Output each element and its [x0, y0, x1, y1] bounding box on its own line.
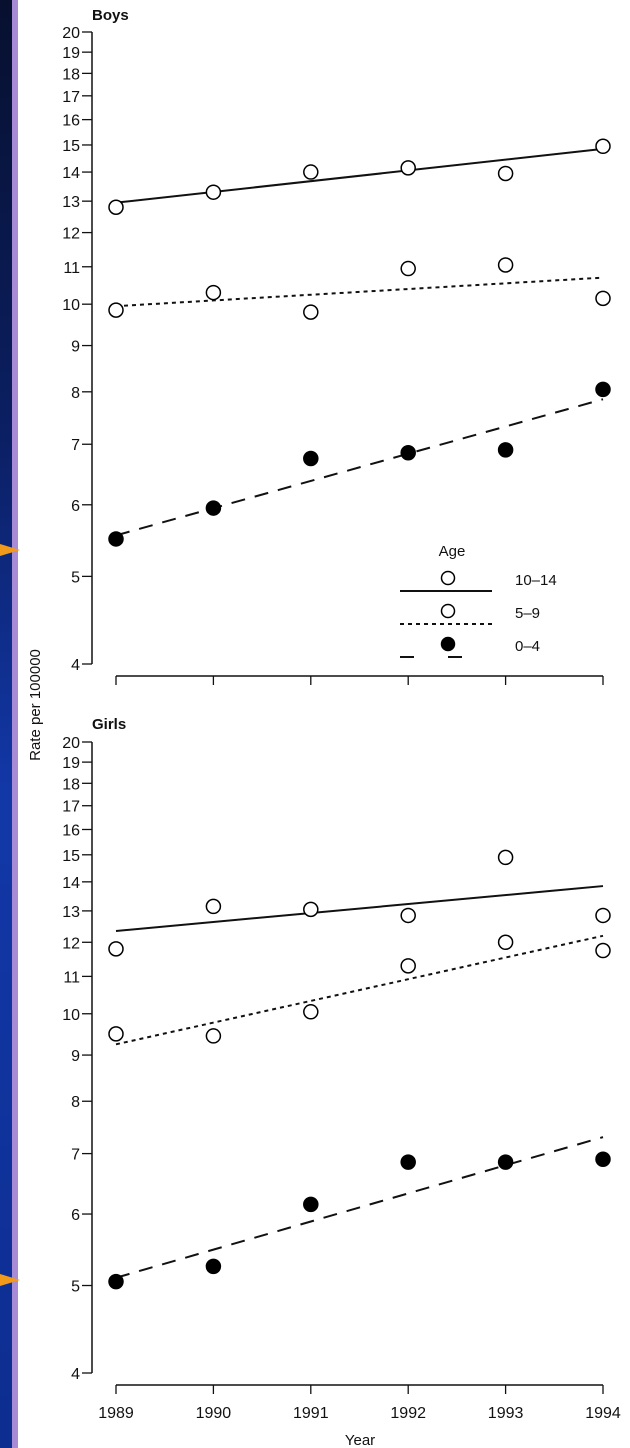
point-boys-5-9-1989: [108, 302, 124, 318]
point-girls-10-14-1993: [497, 849, 514, 866]
point-boys-10-14-1991: [303, 164, 319, 180]
trend-line-boys-0-4: [115, 398, 604, 537]
point-girls-0-4-1994: [595, 1151, 611, 1167]
y-tick-label-girls-11: 11: [63, 969, 80, 986]
point-girls-5-9-1991: [303, 1004, 319, 1020]
y-tick-label-girls-20: 20: [62, 735, 80, 752]
y-tick-label-boys-4: 4: [71, 657, 80, 674]
point-girls-5-9-1990: [205, 1028, 222, 1044]
point-boys-10-14-1990: [205, 184, 222, 200]
legend-marker-5-9: [440, 603, 456, 619]
y-tick-label-girls-14: 14: [62, 875, 80, 892]
y-tick-label-girls-16: 16: [62, 822, 80, 839]
x-tick-label-1994: 1994: [585, 1405, 621, 1422]
trend-line-girls-10-14: [115, 885, 604, 932]
legend: Age 10–14 5–9 0–4: [400, 543, 557, 658]
point-girls-5-9-1994: [595, 942, 611, 959]
y-tick-label-boys-11: 11: [63, 260, 80, 277]
y-tick-label-boys-10: 10: [62, 297, 80, 314]
y-tick-label-girls-18: 18: [62, 776, 80, 793]
point-boys-0-4-1992: [400, 445, 416, 461]
y-tick-label-boys-6: 6: [71, 498, 80, 515]
legend-marker-10-14: [440, 570, 456, 586]
legend-label-0-4: 0–4: [515, 638, 540, 655]
point-boys-5-9-1990: [205, 284, 222, 301]
x-axis-title: Year: [345, 1432, 375, 1448]
point-girls-10-14-1990: [205, 898, 222, 915]
point-girls-0-4-1992: [400, 1154, 416, 1170]
trend-line-boys-5-9: [115, 276, 604, 308]
point-boys-0-4-1994: [595, 381, 611, 398]
point-girls-10-14-1992: [400, 907, 416, 924]
legend-title: Age: [439, 543, 466, 560]
point-boys-10-14-1993: [497, 165, 514, 182]
point-boys-0-4-1989: [108, 531, 124, 547]
y-tick-label-girls-13: 13: [62, 904, 80, 921]
y-tick-label-boys-12: 12: [62, 226, 80, 243]
point-boys-0-4-1993: [497, 442, 514, 458]
y-tick-label-boys-17: 17: [62, 89, 80, 106]
y-tick-label-boys-14: 14: [62, 165, 80, 182]
point-girls-0-4-1989: [108, 1273, 124, 1290]
x-tick-label-1989: 1989: [98, 1405, 134, 1422]
trend-line-boys-10-14: [115, 147, 604, 204]
point-girls-0-4-1993: [497, 1154, 514, 1170]
y-tick-label-boys-8: 8: [71, 385, 80, 402]
point-boys-5-9-1992: [400, 260, 416, 277]
x-tick-label-1993: 1993: [488, 1405, 524, 1422]
y-tick-label-girls-6: 6: [71, 1207, 80, 1224]
y-axis-title: Rate per 100000: [27, 649, 44, 761]
point-girls-10-14-1989: [108, 941, 124, 957]
x-tick-label-1991: 1991: [293, 1405, 329, 1422]
point-boys-0-4-1991: [303, 450, 319, 467]
trend-line-girls-0-4: [115, 1136, 604, 1279]
point-boys-10-14-1989: [108, 199, 124, 215]
y-tick-label-girls-5: 5: [71, 1279, 80, 1296]
y-tick-label-boys-20: 20: [62, 25, 80, 42]
y-tick-label-girls-12: 12: [62, 935, 80, 952]
y-tick-label-boys-5: 5: [71, 569, 80, 586]
y-tick-label-girls-19: 19: [62, 755, 80, 772]
x-tick-label-1992: 1992: [390, 1405, 426, 1422]
y-tick-label-boys-13: 13: [62, 194, 80, 211]
y-tick-label-boys-7: 7: [71, 437, 80, 454]
sidebar-accent-strip: [12, 0, 18, 1448]
y-tick-label-girls-10: 10: [62, 1007, 80, 1024]
point-boys-10-14-1992: [400, 160, 416, 176]
point-girls-5-9-1993: [497, 934, 514, 951]
y-tick-label-boys-16: 16: [62, 113, 80, 130]
y-tick-label-girls-8: 8: [71, 1094, 80, 1111]
x-tick-label-1990: 1990: [196, 1405, 232, 1422]
panel-title-boys: Boys: [92, 7, 129, 24]
point-boys-10-14-1994: [595, 138, 611, 155]
point-girls-0-4-1991: [303, 1196, 319, 1213]
slide-marker-arrow-bottom: [0, 1274, 20, 1286]
legend-label-5-9: 5–9: [515, 605, 540, 622]
y-tick-label-girls-9: 9: [71, 1048, 80, 1065]
point-boys-0-4-1990: [205, 500, 222, 516]
panel-title-girls: Girls: [92, 716, 126, 733]
y-tick-label-boys-15: 15: [62, 138, 80, 155]
sidebar-gradient-strip: [0, 0, 12, 1448]
point-girls-10-14-1994: [595, 907, 611, 924]
y-tick-label-girls-7: 7: [71, 1147, 80, 1164]
y-tick-label-boys-9: 9: [71, 339, 80, 356]
legend-label-10-14: 10–14: [515, 572, 557, 589]
legend-marker-0-4: [440, 636, 456, 652]
slide-marker-arrow-top: [0, 544, 20, 556]
point-girls-10-14-1991: [303, 901, 319, 918]
y-tick-label-boys-19: 19: [62, 45, 80, 62]
point-girls-5-9-1992: [400, 958, 416, 974]
trend-line-girls-5-9: [115, 934, 604, 1046]
point-girls-0-4-1990: [205, 1258, 222, 1275]
y-tick-label-girls-4: 4: [71, 1366, 80, 1383]
y-tick-label-girls-15: 15: [62, 848, 80, 865]
point-girls-5-9-1989: [108, 1026, 124, 1042]
point-boys-5-9-1993: [497, 257, 514, 273]
y-tick-label-girls-17: 17: [62, 799, 80, 816]
y-tick-label-boys-18: 18: [62, 66, 80, 83]
point-boys-5-9-1994: [595, 290, 611, 307]
point-boys-5-9-1991: [303, 304, 319, 320]
